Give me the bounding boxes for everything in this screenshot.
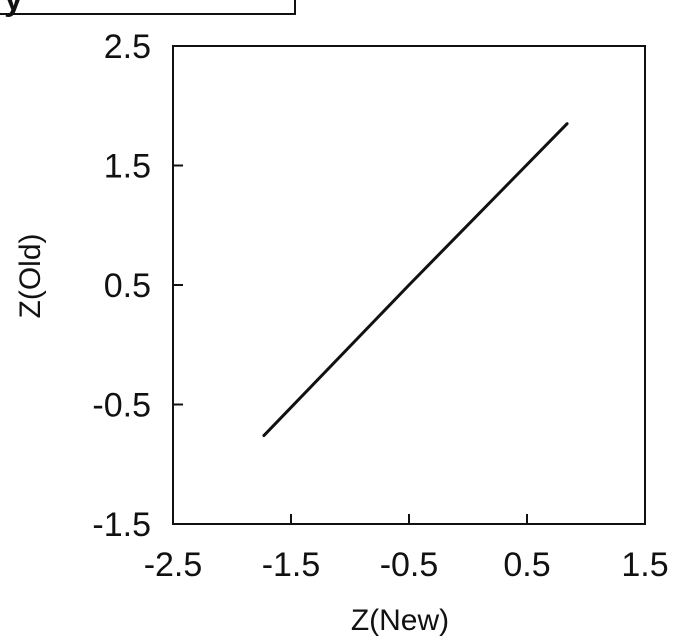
y-axis-label: Z(Old) — [14, 234, 47, 319]
x-tick-label: 0.5 — [503, 546, 550, 584]
y-axis-tick-labels: -1.5 -0.5 0.5 1.5 2.5 — [92, 28, 151, 544]
series-line-0 — [262, 122, 569, 438]
y-tick-label: 2.5 — [104, 28, 151, 66]
x-axis-tick-labels: -2.5 -1.5 -0.5 0.5 1.5 — [144, 546, 669, 584]
data-series — [262, 122, 569, 438]
x-tick-label: -0.5 — [380, 546, 439, 584]
header-fragment: y — [0, 0, 296, 18]
x-axis-ticks — [172, 514, 646, 524]
header-box — [0, 0, 296, 15]
x-tick-label: 1.5 — [621, 546, 668, 584]
y-tick-label: -1.5 — [92, 506, 151, 544]
y-tick-label: 0.5 — [104, 267, 151, 305]
y-axis-ticks — [173, 45, 183, 525]
y-tick-label: -0.5 — [92, 387, 151, 425]
x-tick-label: -2.5 — [144, 546, 203, 584]
header-fragment-text: y — [4, 0, 23, 18]
y-tick-label: 1.5 — [104, 148, 151, 186]
x-tick-label: -1.5 — [262, 546, 321, 584]
x-axis-label: Z(New) — [351, 604, 449, 636]
